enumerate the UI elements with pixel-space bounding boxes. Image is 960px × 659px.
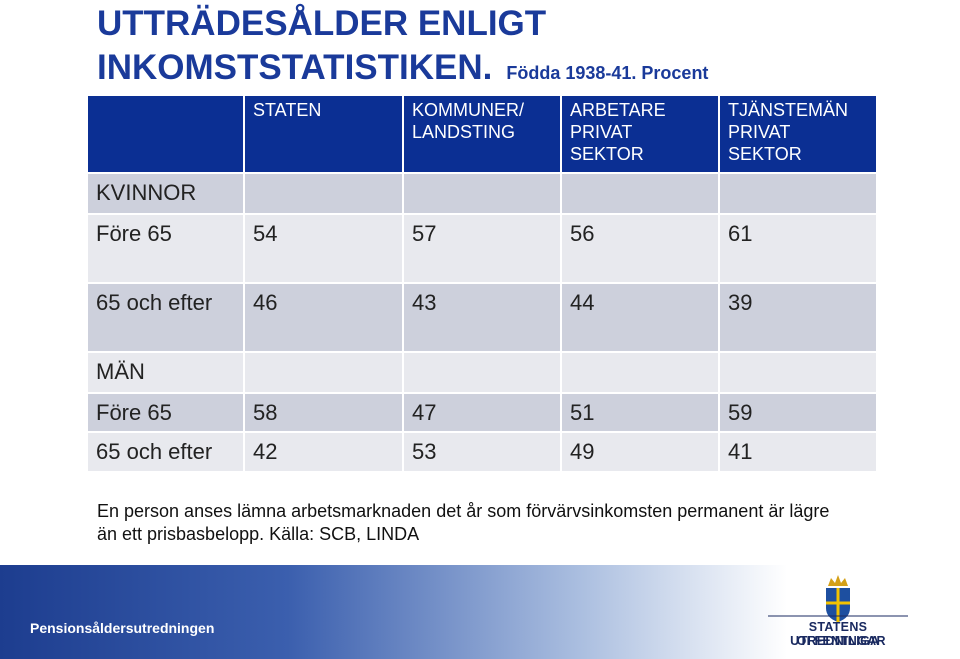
table-cell [562,353,718,392]
row-label: MÄN [88,353,243,392]
footer-name: Pensionsåldersutredningen [30,620,215,636]
title: UTTRÄDESÅLDER ENLIGT INKOMSTSTATISTIKEN.… [97,2,708,95]
table-cell [720,174,876,213]
footnote: En person anses lämna arbetsmarknaden de… [97,500,829,546]
logo-text: UTREDNINGAR [790,634,886,648]
table-cell: 57 [404,215,560,282]
header-line: PRIVAT [728,122,791,142]
table-cell: 61 [720,215,876,282]
header-line: TJÄNSTEMÄN [728,100,849,120]
table-cell: 41 [720,433,876,471]
row-label: KVINNOR [88,174,243,213]
row-label: 65 och efter [88,433,243,471]
table-cell: 39 [720,284,876,351]
table-cell: 58 [245,394,402,431]
table-cell: 51 [562,394,718,431]
footer-band [0,565,960,659]
table: STATEN KOMMUNER/LANDSTING ARBETARE PRIVAT SE… [88,96,876,471]
logo-text: STATENS OFFENTLIGA [796,620,880,648]
title-line: UTTRÄDESÅLDER ENLIGT [97,4,547,43]
logo-emblem [768,575,908,622]
row-label: 65 och efter [88,284,243,351]
header-cell: TJÄNSTEMÄN PRIVAT SEKTOR [720,96,876,172]
table-cell: 42 [245,433,402,471]
table-cell: 56 [562,215,718,282]
footnote-line: En person anses lämna arbetsmarknaden de… [97,501,830,521]
table-cell: 59 [720,394,876,431]
table-cell [404,353,560,392]
table-cell [562,174,718,213]
table-cell: 43 [404,284,560,351]
header-line: KOMMUNER/ [412,100,524,120]
header-cell: KOMMUNER/LANDSTING [404,96,560,172]
table-cell: 53 [404,433,560,471]
header-line: LANDSTING [412,122,516,142]
logo: STATENS OFFENTLIGA UTREDNINGAR [768,572,908,652]
row-label: Före 65 [88,215,243,282]
title-line: INKOMSTSTATISTIKEN. Födda 1938-41. Procen… [97,46,708,95]
table-cell [245,353,402,392]
header-cell: STATEN [245,96,402,172]
header-line: PRIVAT [570,122,633,142]
table-cell: 49 [562,433,718,471]
header-line: STATEN [253,100,322,120]
table-cell [404,174,560,213]
subtitle: Födda 1938-41. Procent [506,63,709,83]
header-line: SEKTOR [728,144,802,164]
row-label: Före 65 [88,394,243,431]
header-line: SEKTOR [570,144,644,164]
table-cell: 54 [245,215,402,282]
header-cell: ARBETARE PRIVAT SEKTOR [562,96,718,172]
title-line: INKOMSTSTATISTIKEN. [97,48,493,87]
footnote-line: än ett prisbasbelopp. Källa: SCB, LINDA [97,524,420,544]
table-cell: 47 [404,394,560,431]
table-cell [720,353,876,392]
header-line: ARBETARE [570,100,666,120]
header-cell [88,96,243,172]
table-cell: 44 [562,284,718,351]
table-cell [245,174,402,213]
table-cell: 46 [245,284,402,351]
